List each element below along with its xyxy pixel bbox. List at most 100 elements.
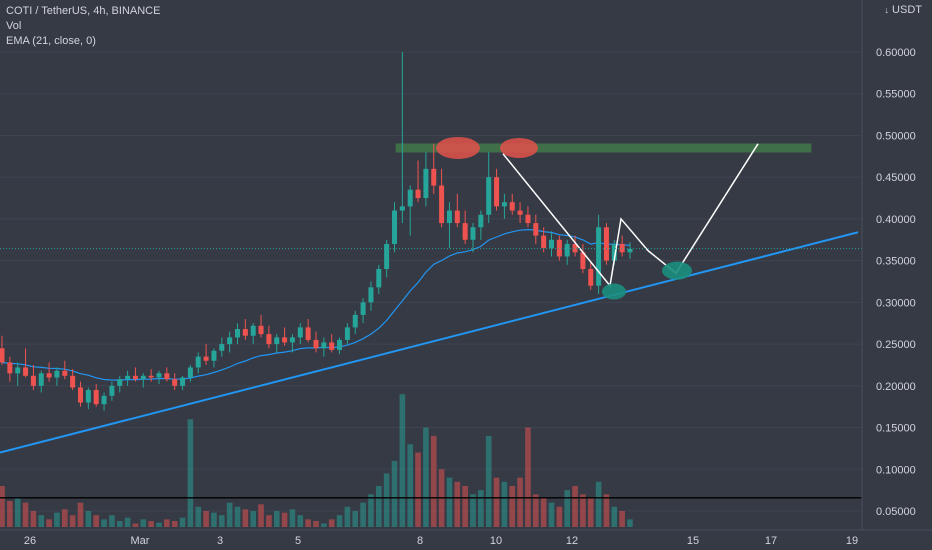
volume-bar <box>14 498 21 527</box>
time-tick-label: 26 <box>24 535 36 547</box>
price-tick-label: 0.45000 <box>876 172 916 184</box>
volume-bar <box>281 512 288 527</box>
price-axis[interactable]: 0.60000 0.55000 0.50000 0.45000 0.40000 0.350… <box>861 0 932 550</box>
volume-bar <box>344 506 351 527</box>
candle-body <box>431 168 437 186</box>
candle-body <box>462 223 468 240</box>
currency-text: USDT <box>892 4 922 16</box>
candle-body <box>219 344 225 351</box>
candles <box>0 52 633 411</box>
volume-bar <box>297 515 304 527</box>
candle-body <box>109 385 115 396</box>
time-tick-label: 15 <box>687 535 699 547</box>
volume-bar <box>462 485 468 527</box>
volume-bars <box>0 394 633 527</box>
candle-body <box>140 375 146 380</box>
candle-body <box>132 375 138 380</box>
volume-bar <box>69 515 76 527</box>
volume-bar <box>383 473 390 527</box>
volume-bar <box>7 500 13 527</box>
candle-body <box>101 395 107 405</box>
volume-bar <box>46 519 52 527</box>
candle-body <box>478 214 484 228</box>
candle-body <box>384 243 390 269</box>
volume-bar <box>219 515 225 527</box>
candle-body <box>70 375 76 388</box>
volume-bar <box>470 494 476 527</box>
volume-bar <box>454 481 461 527</box>
volume-bar <box>517 477 523 527</box>
candle-body <box>46 373 52 378</box>
price-tick-label: 0.35000 <box>876 256 916 268</box>
candle-body <box>125 375 131 380</box>
volume-bar <box>572 485 578 527</box>
candle-body <box>23 367 29 376</box>
volume-bar <box>305 519 311 527</box>
volume-bar <box>289 509 296 527</box>
candle-body <box>549 239 554 249</box>
volume-bar <box>54 512 60 527</box>
candle-body <box>227 337 233 345</box>
symbol-title[interactable]: COTI / TetherUS, 4h, BINANCE <box>6 5 161 17</box>
volume-bar <box>501 481 508 527</box>
volume-bar <box>533 494 539 527</box>
ema-label[interactable]: EMA (21, close, 0) <box>6 35 96 47</box>
candle-body <box>596 227 602 286</box>
candle-body <box>187 367 193 378</box>
candle-body <box>454 210 460 224</box>
candle-body <box>117 379 123 386</box>
candle-body <box>392 210 397 244</box>
volume-bar <box>478 490 484 527</box>
volume-bar <box>77 502 84 527</box>
candle-body <box>203 356 209 361</box>
volume-bar <box>234 506 241 527</box>
time-tick-label: 3 <box>217 535 223 547</box>
currency-label[interactable]: ↓ USDT <box>884 4 922 16</box>
volume-bar <box>407 444 413 527</box>
candle-body <box>619 243 625 253</box>
volume-bar <box>336 515 343 527</box>
candle-body <box>211 350 217 361</box>
volume-bar <box>242 509 249 527</box>
volume-bar <box>430 435 437 527</box>
volume-bar <box>38 515 45 527</box>
candle-body <box>541 235 547 249</box>
volume-bar <box>171 521 178 527</box>
volume-bar <box>140 519 147 527</box>
volume-bar <box>446 477 453 527</box>
volume-bar <box>321 523 327 527</box>
candle-body <box>93 389 99 405</box>
volume-bar <box>195 506 202 527</box>
price-tick-label: 0.55000 <box>876 89 916 101</box>
trend-line <box>0 231 859 454</box>
candle-body <box>368 287 374 303</box>
candle-body <box>7 362 13 374</box>
candle-body <box>297 327 303 338</box>
volume-bar <box>148 521 154 527</box>
candle-body <box>0 348 5 363</box>
candle-body <box>321 342 327 349</box>
candle-body <box>85 389 91 403</box>
volume-bar <box>101 519 107 527</box>
volume-bar <box>313 521 319 527</box>
volume-bar <box>187 419 194 527</box>
price-axis-bg <box>862 0 932 550</box>
time-axis-bg <box>0 530 932 550</box>
volume-bar <box>164 519 170 527</box>
volume-bar <box>493 477 500 527</box>
candle-body <box>517 210 523 215</box>
price-tick-label: 0.60000 <box>876 47 916 59</box>
volume-bar <box>540 498 547 527</box>
candle-body <box>289 337 295 343</box>
time-axis[interactable]: 26 Mar 3 5 8 10 12 15 17 19 <box>0 529 932 550</box>
candle-body <box>242 329 248 336</box>
user-drawings <box>502 143 759 300</box>
volume-label[interactable]: Vol <box>6 20 22 32</box>
volume-bar <box>258 504 264 527</box>
volume-bar <box>156 522 162 527</box>
candle-body <box>78 387 83 403</box>
candle-body <box>62 370 68 376</box>
volume-bar <box>423 427 429 527</box>
